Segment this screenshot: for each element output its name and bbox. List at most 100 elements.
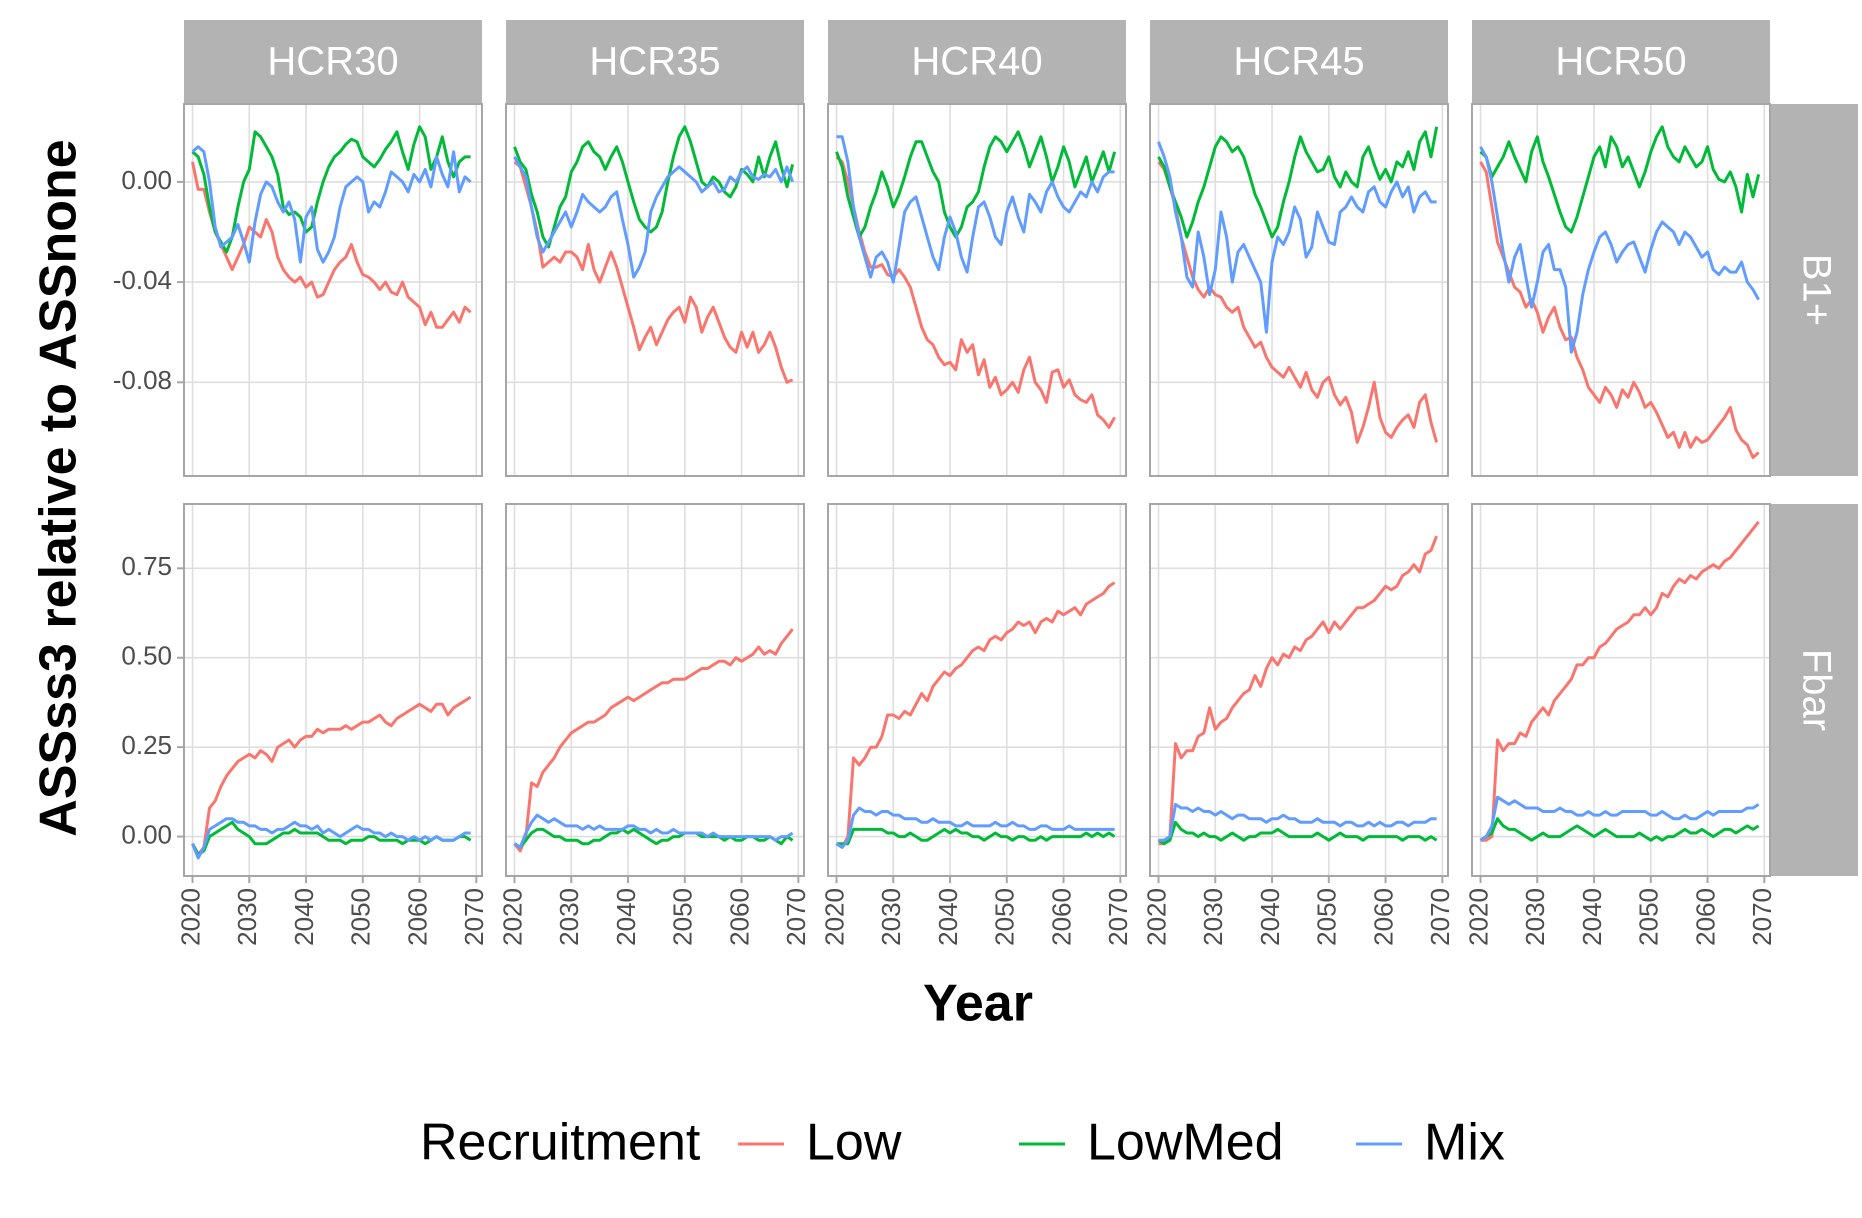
series-line-low <box>835 155 1116 429</box>
row-strip-b1 <box>1770 104 1858 476</box>
series-line-low <box>513 628 794 853</box>
x-tick-label: 2040 <box>1255 888 1285 946</box>
panel-border <box>827 103 1127 477</box>
y-tick-label: 0.75 <box>121 551 172 581</box>
facet-strip-label: HCR40 <box>911 40 1042 84</box>
panel-border <box>1149 503 1449 877</box>
panel-border <box>505 503 805 877</box>
x-tick-label: 2030 <box>1198 888 1228 946</box>
series-line-mix <box>836 135 1115 284</box>
series-line-low <box>1157 160 1439 444</box>
y-tick-label: -0.08 <box>113 365 172 395</box>
x-tick-label: 2070 <box>459 888 489 946</box>
x-tick-label: 2070 <box>1425 888 1455 946</box>
series-line-lowmed <box>1479 125 1761 234</box>
facet-strip-label: HCR35 <box>589 40 720 84</box>
x-tick-label: 2060 <box>724 888 754 946</box>
y-tick-label: -0.04 <box>113 265 172 295</box>
panel-border <box>1471 503 1771 877</box>
x-tick-label: 2050 <box>346 888 376 946</box>
row-strip-label: Fbar <box>1794 649 1838 731</box>
series-line-lowmed <box>835 130 1117 239</box>
facet-strip-label: HCR30 <box>267 40 398 84</box>
panel-hcr35-fbar <box>505 503 805 877</box>
x-tick-label: 2020 <box>819 888 849 946</box>
x-axis-title: Year <box>923 975 1033 1033</box>
x-tick-label: 2060 <box>1690 888 1720 946</box>
panel-border <box>505 103 805 477</box>
panel-hcr35-b1 <box>505 103 805 477</box>
facet-strip-hcr40 <box>828 20 1126 104</box>
x-tick-label: 2060 <box>1368 888 1398 946</box>
panel-border <box>183 503 483 877</box>
x-tick-label: 2050 <box>1312 888 1342 946</box>
y-axis-title: ASSss3 relative to ASSnone <box>30 139 88 836</box>
panel-hcr45-fbar <box>1149 503 1449 877</box>
series-line-low <box>191 161 472 329</box>
series-line-lowmed <box>836 827 1116 846</box>
panel-border <box>827 503 1127 877</box>
facet-strip-label: HCR50 <box>1555 40 1686 84</box>
panel-hcr40-b1 <box>827 103 1127 477</box>
x-tick-label: 2030 <box>1520 888 1550 946</box>
series-line-mix <box>1479 146 1760 354</box>
series-line-lowmed <box>191 125 471 254</box>
series-line-lowmed <box>1157 820 1438 846</box>
x-tick-label: 2070 <box>1103 888 1133 946</box>
legend-label-lowmed: LowMed <box>1087 1114 1284 1172</box>
series-line-low <box>513 160 794 384</box>
series-line-low <box>191 695 472 856</box>
panels: HCR30 HCR35 HCR40 HCR45 HCR50 B1+ Fbar 0.00 -0.0… <box>113 20 1858 946</box>
x-tick-label: 2020 <box>1141 888 1171 946</box>
series-line-low <box>1480 520 1760 842</box>
legend-label-low: Low <box>806 1114 902 1172</box>
panel-border <box>1149 103 1449 477</box>
x-tick-label: 2040 <box>933 888 963 946</box>
series-line-low <box>1479 161 1760 459</box>
series-line-mix <box>191 817 471 860</box>
x-tick-label: 2050 <box>668 888 698 946</box>
series-line-low <box>835 581 1116 849</box>
legend: Recruitment Low LowMed Mix <box>420 1114 1505 1172</box>
panel-hcr30-fbar <box>183 503 483 877</box>
series-line-low <box>1158 535 1438 846</box>
x-tick-label: 2060 <box>1046 888 1076 946</box>
x-tick-label: 2060 <box>402 888 432 946</box>
y-tick-label: 0.00 <box>121 165 172 195</box>
x-tick-label: 2030 <box>232 888 262 946</box>
x-tick-label: 2040 <box>1577 888 1607 946</box>
series-line-lowmed <box>191 820 472 856</box>
y-tick-label: 0.50 <box>121 641 172 671</box>
x-tick-label: 2040 <box>289 888 319 946</box>
facet-strip-label: HCR45 <box>1233 40 1364 84</box>
y-tick-label: 0.00 <box>121 819 172 849</box>
panel-border <box>183 103 483 477</box>
series-line-mix <box>1157 141 1437 334</box>
row-strip-label: B1+ <box>1794 254 1838 326</box>
series-line-mix <box>1479 795 1760 842</box>
series-line-lowmed <box>513 125 795 249</box>
series-line-lowmed <box>1479 817 1760 842</box>
series-line-mix <box>191 145 472 264</box>
series-line-mix <box>835 806 1115 849</box>
legend-label-mix: Mix <box>1424 1114 1505 1172</box>
x-tick-label: 2030 <box>554 888 584 946</box>
x-tick-label: 2020 <box>1463 888 1493 946</box>
panel-hcr40-fbar <box>827 503 1127 877</box>
row-strip-fbar <box>1770 504 1858 876</box>
facet-strip-hcr45 <box>1150 20 1448 104</box>
series-line-mix <box>513 156 795 279</box>
x-tick-label: 2020 <box>175 888 205 946</box>
facet-strip-hcr50 <box>1472 20 1770 104</box>
series-line-lowmed <box>1157 126 1439 239</box>
x-tick-label: 2070 <box>1747 888 1777 946</box>
legend-title: Recruitment <box>420 1114 701 1172</box>
panel-hcr30-b1 <box>183 103 483 477</box>
panel-hcr50-fbar <box>1471 503 1771 877</box>
panel-hcr45-b1 <box>1149 103 1449 477</box>
x-tick-label: 2070 <box>781 888 811 946</box>
y-tick-label: 0.25 <box>121 730 172 760</box>
facet-strip-hcr35 <box>506 20 804 104</box>
x-tick-label: 2030 <box>876 888 906 946</box>
